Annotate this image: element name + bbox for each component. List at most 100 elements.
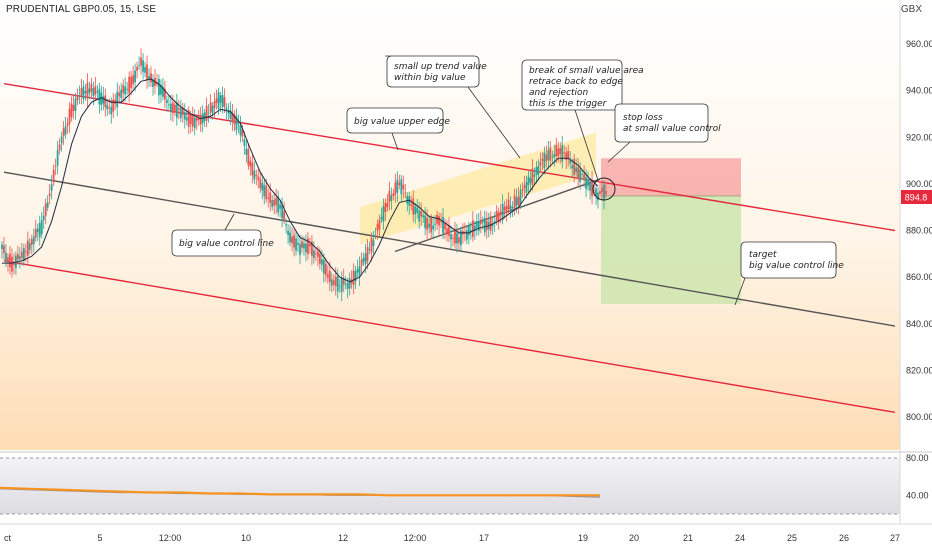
big-value-control-line-line [3, 171, 896, 327]
candle-body [579, 169, 582, 182]
candle-body [571, 165, 574, 169]
candle-body [525, 182, 528, 193]
symbol-title[interactable]: PRUDENTIAL GBP0.05, 15, LSE [6, 4, 157, 15]
position-zones[interactable] [601, 158, 741, 304]
candle-body [458, 237, 460, 243]
candle-body [307, 238, 309, 254]
candle-body [80, 88, 83, 96]
candle-body [124, 86, 127, 95]
note-line: target [749, 250, 777, 260]
candle-body [370, 237, 373, 253]
note-break-small-value[interactable]: break of small value area retrace back t… [521, 59, 644, 181]
rsi-axis: 80.00 40.00 [906, 453, 929, 500]
time-tick-label: 12 [338, 533, 348, 543]
candle-body [404, 192, 407, 194]
candle-body [52, 169, 55, 183]
candle-body [533, 174, 536, 177]
last-price-badge-bg [901, 190, 932, 204]
note-small-up-trend[interactable]: small up trend value within big value [385, 55, 521, 159]
target-zone [601, 195, 741, 304]
candle-body [102, 96, 105, 104]
candle-body [203, 112, 206, 121]
candle-body [22, 248, 25, 261]
candle-body [469, 230, 472, 232]
candle-body [392, 193, 395, 197]
candle-body [58, 144, 61, 151]
note-big-value-upper-edge[interactable]: big value upper edge [346, 107, 450, 151]
candle-body [523, 185, 526, 189]
candle-body [195, 117, 198, 121]
candle-body [227, 111, 230, 114]
callout-pointer [224, 213, 235, 231]
candle-body [599, 191, 601, 195]
candle-body [519, 190, 522, 204]
candle-body [505, 205, 508, 213]
price-axis[interactable]: 960.00 940.00 920.00 900.00 880.00 860.00 840.… [906, 39, 932, 422]
candle-body [440, 221, 442, 223]
candle-body [390, 195, 393, 201]
candle-body [493, 221, 496, 224]
candle-body [601, 188, 603, 193]
candle-body [122, 85, 125, 93]
candle-body [386, 202, 389, 208]
candle-body [368, 248, 371, 250]
time-axis[interactable]: ct 5 12:00 10 12 12:00 17 19 20 21 24 25 26 27 [4, 533, 900, 543]
big-value-lower-edge-line [3, 260, 896, 414]
candle-body [281, 204, 284, 219]
candle-body [189, 115, 192, 124]
note-line: within big value [394, 73, 466, 83]
time-tick-label: 20 [629, 533, 639, 543]
price-tick-label: 800.00 [906, 412, 932, 422]
candle-body [173, 104, 176, 112]
note-line: big value control line [179, 239, 274, 249]
candle-body [414, 206, 417, 215]
candle-body [237, 123, 240, 125]
candle-body [402, 184, 405, 190]
note-target[interactable]: target big value control line [734, 241, 844, 306]
candle-body [66, 123, 69, 126]
rsi-tick-label: 40.00 [906, 490, 929, 500]
stop-loss-zone [601, 158, 741, 196]
candle-body [344, 283, 347, 285]
candle-body [299, 244, 301, 256]
candle-body [120, 89, 123, 98]
trend-lines[interactable] [3, 82, 896, 414]
candle-body [467, 225, 470, 236]
candle-body [424, 215, 427, 229]
candle-body [9, 253, 11, 268]
candle-body [535, 167, 538, 175]
candle-body [589, 183, 591, 191]
candle-body [34, 229, 37, 238]
candle-body [384, 202, 387, 213]
candle-body [408, 196, 411, 206]
candle-body [330, 279, 333, 286]
candle-body [245, 148, 248, 155]
callout-box [614, 103, 709, 143]
note-big-value-control-line[interactable]: big value control line [171, 213, 274, 257]
candle-body [426, 217, 429, 230]
time-tick-label: 25 [787, 533, 797, 543]
note-stop-loss[interactable]: stop loss at small value control [607, 103, 721, 163]
candle-body [382, 206, 385, 222]
candle-body [94, 86, 97, 95]
candle-body [261, 182, 264, 191]
candle-body [68, 108, 71, 124]
candle-body [314, 253, 317, 255]
candle-body [305, 243, 307, 253]
candle-body [547, 150, 550, 161]
candle-body [42, 215, 45, 221]
candle-body [108, 107, 111, 109]
candle-body [231, 112, 234, 122]
price-tick-label: 900.00 [906, 179, 932, 189]
candle-body [28, 243, 31, 250]
candle-body [26, 240, 29, 256]
candle-body [316, 251, 319, 257]
price-tick-label: 940.00 [906, 86, 932, 96]
candle-body [485, 220, 488, 231]
candle-body [428, 223, 431, 228]
candle-body [338, 285, 341, 287]
candle-body [70, 103, 73, 118]
candle-body [559, 148, 562, 155]
candle-body [471, 220, 474, 237]
